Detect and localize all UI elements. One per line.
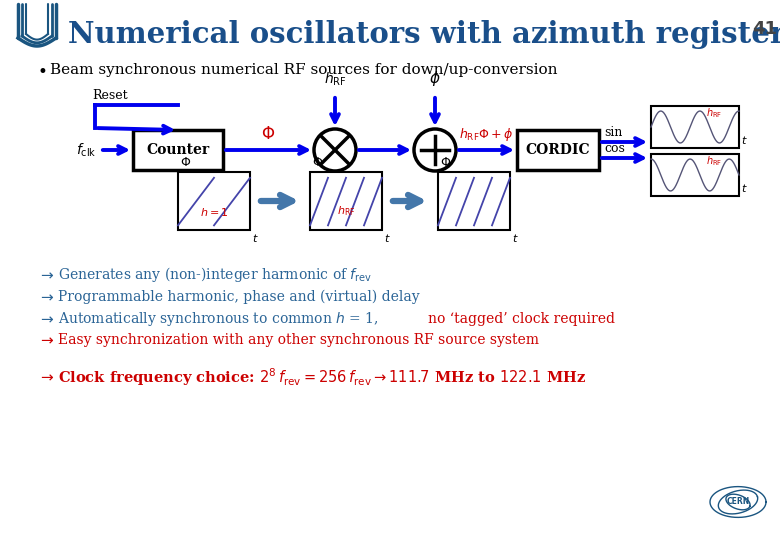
Circle shape xyxy=(414,129,456,171)
Text: $\rightarrow$: $\rightarrow$ xyxy=(38,267,55,282)
Text: $\rightarrow$: $\rightarrow$ xyxy=(38,333,55,348)
Text: $t$: $t$ xyxy=(512,232,519,244)
Text: $h_{\mathrm{RF}}$: $h_{\mathrm{RF}}$ xyxy=(337,205,355,218)
Text: $\Phi$: $\Phi$ xyxy=(180,156,191,169)
Text: Automatically synchronous to common $h$ = 1,: Automatically synchronous to common $h$ … xyxy=(58,310,380,328)
Text: Clock frequency choice: $2^8\,f_{\mathrm{rev}} = 256\,f_{\mathrm{rev}} \rightarr: Clock frequency choice: $2^8\,f_{\mathrm… xyxy=(58,366,587,388)
FancyBboxPatch shape xyxy=(178,172,250,230)
Text: CERN: CERN xyxy=(726,497,750,507)
Text: •: • xyxy=(38,63,48,81)
Text: Numerical oscillators with azimuth register: Numerical oscillators with azimuth regis… xyxy=(68,20,780,49)
FancyBboxPatch shape xyxy=(133,130,223,170)
Circle shape xyxy=(314,129,356,171)
FancyBboxPatch shape xyxy=(438,172,510,230)
Text: $t$: $t$ xyxy=(741,134,748,146)
Text: $\rightarrow$: $\rightarrow$ xyxy=(38,369,55,384)
Text: 41: 41 xyxy=(752,20,777,38)
FancyBboxPatch shape xyxy=(651,106,739,148)
Text: $t$: $t$ xyxy=(384,232,391,244)
Text: $\Phi$: $\Phi$ xyxy=(261,125,275,143)
Text: cos: cos xyxy=(604,142,625,155)
FancyBboxPatch shape xyxy=(310,172,382,230)
Text: $h_{\mathrm{RF}}$: $h_{\mathrm{RF}}$ xyxy=(324,71,346,88)
FancyBboxPatch shape xyxy=(651,154,739,196)
Text: $h_{\mathrm{RF}}\Phi + \phi$: $h_{\mathrm{RF}}\Phi + \phi$ xyxy=(459,126,514,143)
Text: sin: sin xyxy=(604,126,622,139)
Text: Counter: Counter xyxy=(147,143,210,157)
Text: $t$: $t$ xyxy=(252,232,259,244)
Text: $\rightarrow$: $\rightarrow$ xyxy=(38,312,55,327)
Text: Reset: Reset xyxy=(92,89,128,102)
Text: $t$: $t$ xyxy=(741,182,748,194)
Text: $\rightarrow$: $\rightarrow$ xyxy=(38,289,55,305)
Text: $h = 1$: $h = 1$ xyxy=(200,206,229,218)
Text: Programmable harmonic, phase and (virtual) delay: Programmable harmonic, phase and (virtua… xyxy=(58,290,420,304)
Text: no ‘tagged’ clock required: no ‘tagged’ clock required xyxy=(428,312,615,326)
Text: CORDIC: CORDIC xyxy=(526,143,590,157)
Text: $\phi$: $\phi$ xyxy=(429,69,441,88)
Text: $h_{\mathrm{RF}}$: $h_{\mathrm{RF}}$ xyxy=(706,154,722,168)
Text: $h_{\mathrm{RF}}$: $h_{\mathrm{RF}}$ xyxy=(706,107,722,120)
FancyBboxPatch shape xyxy=(517,130,599,170)
Text: $\Phi$: $\Phi$ xyxy=(312,156,323,169)
Text: Beam synchronous numerical RF sources for down/up-conversion: Beam synchronous numerical RF sources fo… xyxy=(50,63,558,77)
Text: $\Phi$: $\Phi$ xyxy=(440,156,451,169)
Text: Generates any (non-)integer harmonic of $f_{\mathrm{rev}}$: Generates any (non-)integer harmonic of … xyxy=(58,266,372,285)
Text: Easy synchronization with any other synchronous RF source system: Easy synchronization with any other sync… xyxy=(58,333,539,347)
Text: $f_{\mathrm{clk}}$: $f_{\mathrm{clk}}$ xyxy=(76,141,97,159)
